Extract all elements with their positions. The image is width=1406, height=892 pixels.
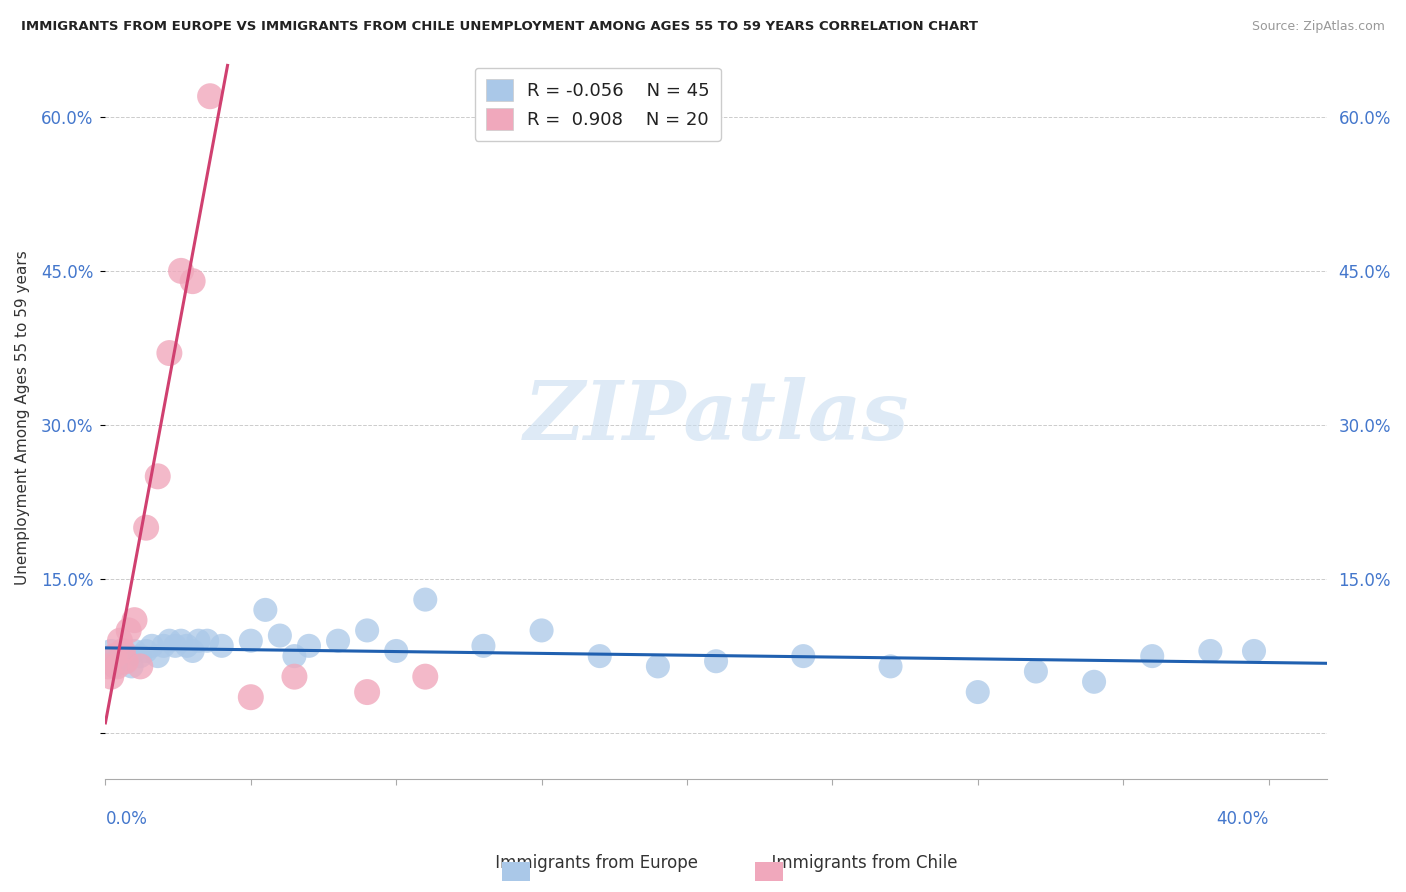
Point [118,624,141,638]
Point [385,644,408,658]
Text: ZIPatlas: ZIPatlas [523,377,908,458]
Point [124,613,146,627]
Legend: R = -0.056    N = 45, R =  0.908    N = 20: R = -0.056 N = 45, R = 0.908 N = 20 [475,68,720,141]
Text: Source: ZipAtlas.com: Source: ZipAtlas.com [1251,20,1385,33]
Point [129,649,152,664]
Point [108,633,131,648]
Point [97,654,120,668]
Y-axis label: Unemployment Among Ages 55 to 59 years: Unemployment Among Ages 55 to 59 years [15,250,30,584]
Point [176,639,198,653]
Point [283,649,305,664]
Point [283,670,305,684]
Point [1142,649,1164,664]
Point [326,633,349,648]
Text: Immigrants from Europe              Immigrants from Chile: Immigrants from Europe Immigrants from C… [449,855,957,872]
Point [121,659,143,673]
Point [170,264,193,278]
Point [100,670,122,684]
Point [198,89,221,103]
Point [239,690,262,705]
Point [103,659,125,673]
Point [103,649,125,664]
Point [530,624,553,638]
Point [879,659,901,673]
Point [141,639,163,653]
Point [356,624,378,638]
Text: 0.0%: 0.0% [105,810,148,828]
Point [181,274,204,288]
Point [589,649,612,664]
Point [105,654,128,668]
Point [165,639,187,653]
Point [211,639,233,653]
Point [111,644,134,658]
Point [1199,644,1222,658]
Point [157,346,180,360]
Point [129,659,152,673]
Point [356,685,378,699]
Point [966,685,988,699]
Point [157,633,180,648]
Point [181,644,204,658]
Point [97,659,120,673]
Point [647,659,669,673]
Point [170,633,193,648]
Point [108,649,131,664]
Point [298,639,321,653]
Point [472,639,495,653]
Point [100,644,122,658]
Point [1243,644,1265,658]
Point [413,670,436,684]
Point [1083,674,1105,689]
Point [135,521,157,535]
Point [118,649,141,664]
Point [152,639,174,653]
Text: IMMIGRANTS FROM EUROPE VS IMMIGRANTS FROM CHILE UNEMPLOYMENT AMONG AGES 55 TO 59: IMMIGRANTS FROM EUROPE VS IMMIGRANTS FRO… [21,20,979,33]
Point [195,633,218,648]
Point [704,654,727,668]
Point [792,649,814,664]
Point [269,629,291,643]
Point [254,603,277,617]
Point [1025,665,1047,679]
Point [124,644,146,658]
Point [146,649,169,664]
Point [239,633,262,648]
Point [187,633,209,648]
Point [114,654,136,668]
Point [135,644,157,658]
Text: 40.0%: 40.0% [1216,810,1268,828]
Point [413,592,436,607]
Point [114,654,136,668]
Point [105,659,128,673]
Point [111,644,134,658]
Point [146,469,169,483]
